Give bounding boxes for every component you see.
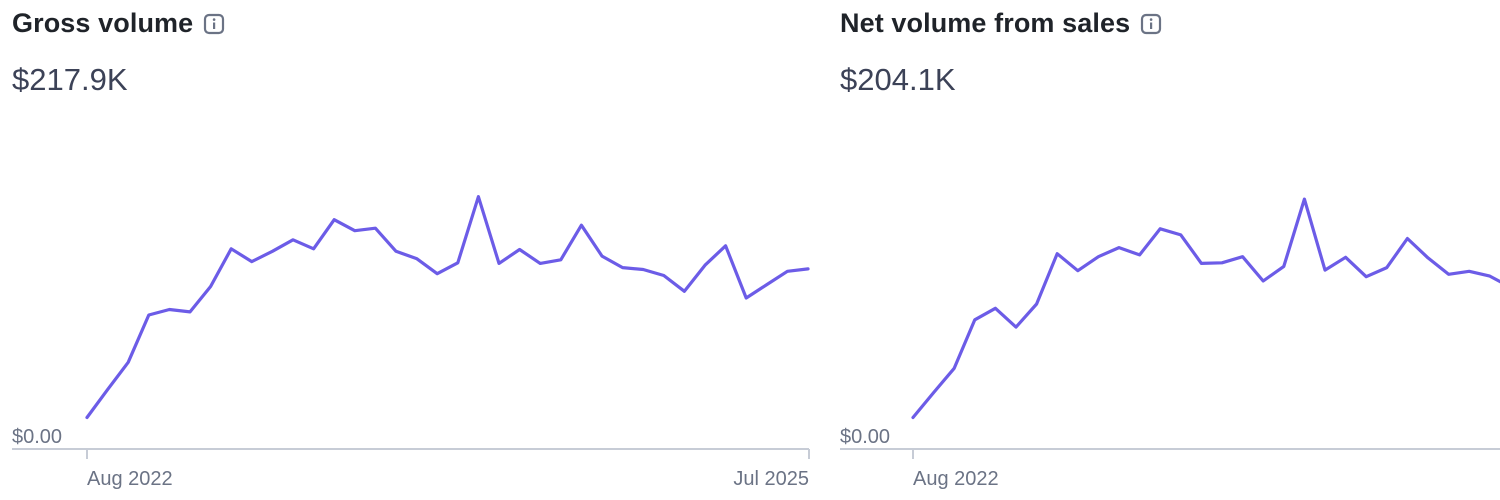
amount-value: $204.1K [840, 62, 956, 97]
x-tick-label: Aug 2022 [913, 468, 999, 490]
y-tick-label: $0.00 [840, 426, 890, 448]
net-volume-panel: Net volume from sales $204.1K $0.00 Aug 2… [840, 0, 1500, 500]
x-tick-label: Aug 2022 [87, 468, 173, 490]
gross-volume-panel: Gross volume $217.9K $0.00 Aug 2022 Jul 20… [12, 0, 812, 500]
panel-title: Net volume from sales [840, 8, 1131, 38]
gross-volume-chart: $0.00 Aug 2022 Jul 2025 [12, 195, 810, 490]
info-icon[interactable] [1140, 13, 1162, 35]
panel-title: Gross volume [12, 8, 194, 38]
y-tick-label: $0.00 [12, 426, 62, 448]
title-row: Net volume from sales [840, 8, 1162, 39]
amount-value: $217.9K [12, 62, 128, 97]
net-volume-chart: $0.00 Aug 2022 [840, 197, 1500, 490]
series-line [911, 197, 1500, 420]
title-row: Gross volume [12, 8, 225, 39]
info-icon[interactable] [203, 13, 225, 35]
x-tick-label: Jul 2025 [733, 468, 809, 490]
series-line [85, 195, 810, 420]
